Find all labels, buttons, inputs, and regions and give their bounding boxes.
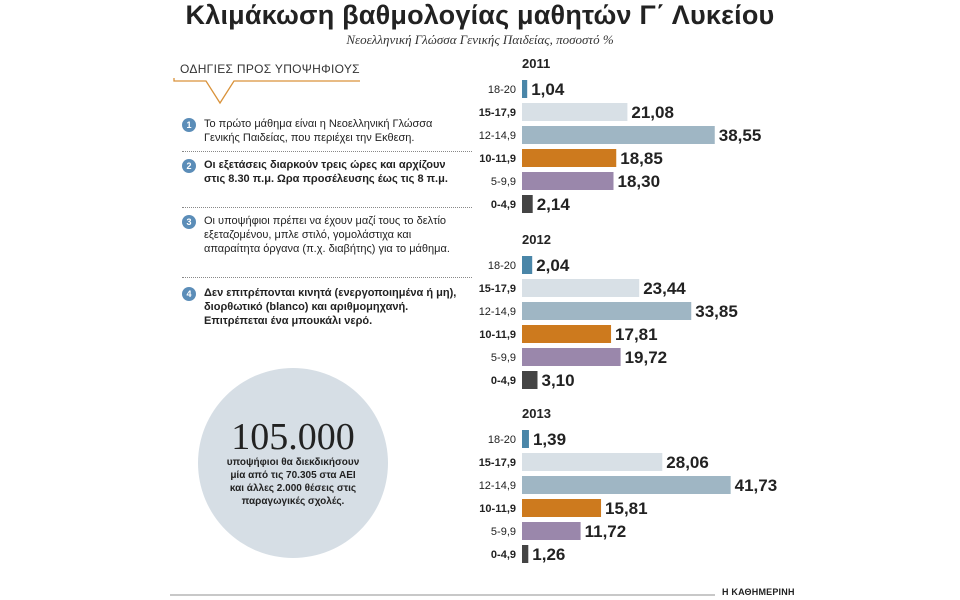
value-label: 38,55 [719,126,762,145]
chart-title-2011: 2011 [522,56,550,71]
value-label: 21,08 [631,103,674,122]
value-label: 28,06 [666,453,709,472]
category-label: 12-14,9 [479,306,516,318]
value-label: 17,81 [615,325,658,344]
step-number-badge: 3 [182,215,196,229]
category-label: 15-17,9 [479,283,516,295]
category-label: 10-11,9 [479,153,516,165]
instructions-heading: ΟΔΗΓΙΕΣ ΠΡΟΣ ΥΠΟΨΗΦΙΟΥΣ [180,62,360,76]
bar-2013-0-4,9 [522,545,529,563]
step-text: Το πρώτο μάθημα είναι η Νεοελληνική Γλώσ… [204,118,433,144]
bar-2011-12-14,9 [522,126,715,144]
bar-2012-12-14,9 [522,302,692,320]
divider [182,207,472,208]
value-label: 11,72 [585,522,627,541]
value-label: 2,14 [537,195,571,214]
value-label: 2,04 [536,256,570,275]
value-label: 18,85 [620,149,663,168]
callout-number: 105.000 [231,416,355,458]
chart-title-2012: 2012 [522,232,551,247]
bar-2012-5-9,9 [522,348,621,366]
value-label: 3,10 [542,371,575,390]
category-label: 12-14,9 [479,480,516,492]
value-label: 19,72 [625,348,668,367]
bar-2012-18-20 [522,256,533,274]
category-label: 0-4,9 [491,549,516,561]
bar-2012-15-17,9 [522,279,640,297]
category-label: 0-4,9 [491,199,516,211]
category-label: 15-17,9 [479,457,516,469]
step-number-badge: 4 [182,287,196,301]
bar-2012-0-4,9 [522,371,538,389]
step-text: Δεν επιτρέπονται κινητά (ενεργοποιημένα … [204,287,457,327]
value-label: 15,81 [605,499,648,518]
step-text: Οι υποψήφιοι πρέπει να έχουν μαζί τους τ… [204,215,450,255]
page-subtitle: Νεοελληνική Γλώσσα Γενικής Παιδείας, ποσ… [346,32,614,47]
down-arrow-icon [173,78,360,105]
bar-2013-10-11,9 [522,499,602,517]
step-number-badge: 1 [182,118,196,132]
step-text: Οι εξετάσεις διαρκούν τρεις ώρες και αρχ… [204,159,448,185]
category-label: 0-4,9 [491,375,516,387]
category-label: 5-9,9 [491,176,516,188]
bar-2011-0-4,9 [522,195,533,213]
bar-2013-12-14,9 [522,476,731,494]
category-label: 18-20 [488,434,516,446]
category-label: 15-17,9 [479,107,516,119]
page-title: Κλιμάκωση βαθμολογίας μαθητών Γ΄ Λυκείου [185,0,775,30]
value-label: 41,73 [735,476,778,495]
category-label: 18-20 [488,260,516,272]
category-label: 5-9,9 [491,352,516,364]
footer-rule [170,594,715,596]
source-credit: Η ΚΑΘΗΜΕΡΙΝΗ [722,587,795,597]
divider [182,277,472,278]
value-label: 1,04 [531,80,565,99]
bar-2011-18-20 [522,80,528,98]
bar-2013-15-17,9 [522,453,663,471]
callout-circle [198,368,388,558]
bar-2012-10-11,9 [522,325,612,343]
category-label: 10-11,9 [479,329,516,341]
chart-title-2013: 2013 [522,406,551,421]
bar-2011-5-9,9 [522,172,614,190]
value-label: 1,39 [533,430,566,449]
value-label: 18,30 [618,172,661,191]
step-number-badge: 2 [182,159,196,173]
bar-2011-10-11,9 [522,149,617,167]
category-label: 5-9,9 [491,526,516,538]
category-label: 12-14,9 [479,130,516,142]
value-label: 1,26 [532,545,565,564]
category-label: 10-11,9 [479,503,516,515]
category-label: 18-20 [488,84,516,96]
bar-2013-18-20 [522,430,529,448]
callout-text: υποψήφιοι θα διεκδικήσουν μία από τις 70… [226,457,360,507]
bar-2013-5-9,9 [522,522,581,540]
value-label: 23,44 [643,279,686,298]
bar-2011-15-17,9 [522,103,628,121]
divider [182,151,472,152]
value-label: 33,85 [695,302,738,321]
